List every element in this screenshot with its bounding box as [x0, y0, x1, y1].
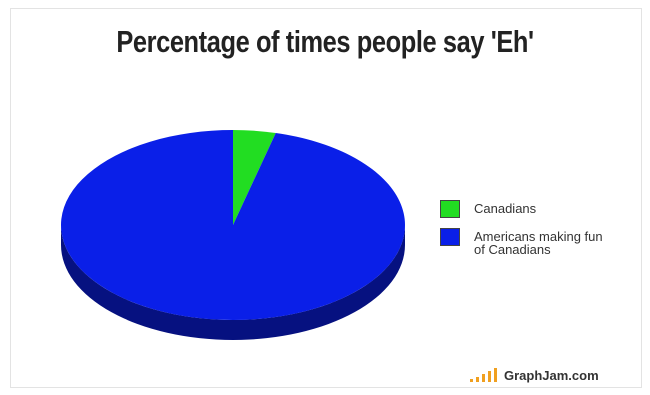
- pie-slice-canadians: [233, 130, 276, 225]
- pie-depth-layer: [61, 225, 405, 340]
- legend-label-canadians: Canadians: [474, 201, 537, 216]
- brand-text: GraphJam.com: [504, 368, 599, 383]
- pie-side-1: [61, 225, 405, 340]
- legend-item-canadians: Canadians: [440, 200, 604, 218]
- pie-slice-americans-making-fun-of-canadians: [60, 130, 405, 320]
- pie-top-layer: [60, 130, 405, 320]
- legend-label-americans: Americans making fun of Canadians: [474, 229, 603, 257]
- legend-item-americans: Americans making fun of Canadians: [440, 228, 604, 256]
- legend-swatch-canadians: [440, 200, 460, 218]
- bar-signal-icon: [470, 368, 500, 382]
- chart-title: Percentage of times people say 'Eh': [116, 24, 534, 59]
- legend-swatch-americans: [440, 228, 460, 246]
- graphjam-brand: GraphJam.com: [470, 368, 599, 382]
